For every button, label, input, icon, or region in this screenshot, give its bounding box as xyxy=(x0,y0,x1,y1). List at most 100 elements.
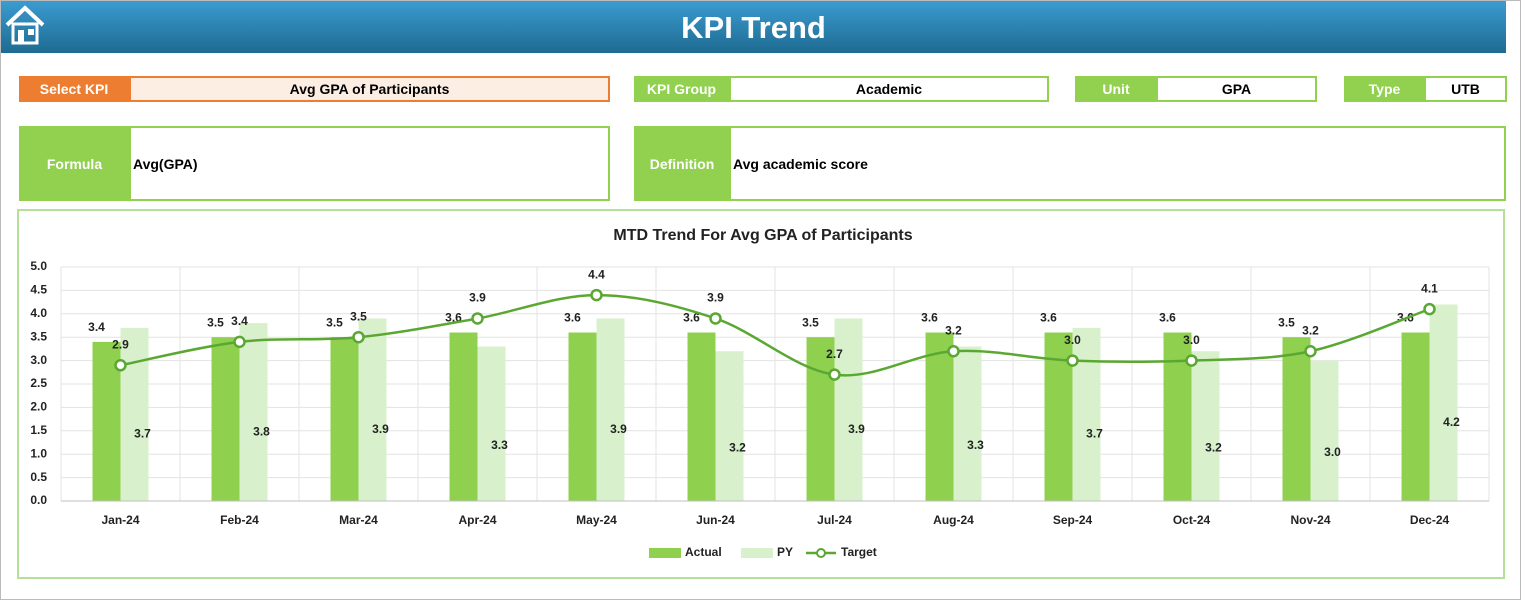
field-value: Avg(GPA) xyxy=(129,126,610,201)
data-label: 3.9 xyxy=(469,291,486,305)
data-label: 4.1 xyxy=(1421,281,1438,295)
x-tick-label: Apr-24 xyxy=(458,513,496,527)
line-marker xyxy=(709,312,722,325)
x-tick-label: Dec-24 xyxy=(1410,513,1450,527)
data-label: 3.6 xyxy=(1040,311,1057,325)
line-marker xyxy=(352,330,365,344)
field-value: UTB xyxy=(1424,76,1507,102)
x-tick-label: Sep-24 xyxy=(1053,513,1093,527)
kpi-select[interactable]: Avg GPA of Participants xyxy=(129,76,610,102)
y-tick-label: 2.0 xyxy=(30,400,47,414)
bar xyxy=(687,332,716,501)
line-marker xyxy=(1066,354,1079,367)
data-label: 3.6 xyxy=(683,311,700,325)
x-tick-label: Oct-24 xyxy=(1173,513,1211,527)
y-tick-label: 3.5 xyxy=(30,329,47,343)
bar xyxy=(806,337,835,501)
legend-label: Target xyxy=(841,545,877,559)
data-label: 3.3 xyxy=(491,438,508,452)
bar xyxy=(568,332,597,501)
y-tick-label: 4.5 xyxy=(30,283,47,297)
legend-label: Actual xyxy=(685,545,722,559)
bar xyxy=(1191,351,1220,501)
data-label: 3.9 xyxy=(848,422,865,436)
bar xyxy=(834,318,863,501)
data-label: 3.0 xyxy=(1064,333,1081,347)
bar xyxy=(715,351,744,501)
data-label: 3.4 xyxy=(231,314,248,328)
line-marker xyxy=(471,312,484,325)
data-label: 3.2 xyxy=(1205,440,1222,454)
field-value: GPA xyxy=(1156,76,1317,102)
line xyxy=(120,293,1430,377)
data-label: 3.5 xyxy=(207,315,224,329)
y-tick-label: 1.5 xyxy=(30,423,47,437)
x-tick-label: Feb-24 xyxy=(220,513,259,527)
data-label: 3.5 xyxy=(802,315,819,329)
bar xyxy=(1072,327,1101,501)
data-label: 3.7 xyxy=(134,427,151,441)
data-label: 3.9 xyxy=(372,422,389,436)
y-tick-label: 1.0 xyxy=(30,446,47,460)
data-label: 3.2 xyxy=(945,323,962,337)
data-label: 3.6 xyxy=(921,311,938,325)
x-tick-label: Jul-24 xyxy=(817,513,852,527)
data-label: 3.9 xyxy=(707,291,724,305)
field-label: Definition xyxy=(634,126,730,201)
field-label: Formula xyxy=(19,126,130,201)
data-label: 3.7 xyxy=(1086,427,1103,441)
line-marker xyxy=(828,368,841,381)
bar xyxy=(330,337,359,501)
x-tick-label: Nov-24 xyxy=(1290,513,1330,527)
legend-label: PY xyxy=(777,545,793,559)
y-tick-label: 2.5 xyxy=(30,376,47,390)
line-marker xyxy=(114,359,127,372)
header-title: KPI Trend xyxy=(1,1,1506,53)
chart-frame xyxy=(17,209,1505,579)
y-tick-label: 5.0 xyxy=(30,259,47,273)
data-label: 3.2 xyxy=(729,440,746,454)
data-label: 3.6 xyxy=(1159,311,1176,325)
field-label: Select KPI xyxy=(19,76,129,102)
field-label: KPI Group xyxy=(634,76,729,102)
bar xyxy=(925,332,954,501)
data-label: 3.3 xyxy=(967,438,984,452)
bar xyxy=(596,318,625,501)
x-tick-label: Mar-24 xyxy=(339,513,378,527)
x-tick-label: May-24 xyxy=(576,513,617,527)
bar xyxy=(239,323,268,501)
bar xyxy=(1401,332,1430,501)
data-label: 2.9 xyxy=(112,337,129,351)
bar xyxy=(358,318,387,501)
data-label: 3.5 xyxy=(326,315,343,329)
line-marker xyxy=(590,288,603,302)
home-icon[interactable] xyxy=(3,3,51,51)
legend-swatch xyxy=(649,548,681,558)
field-label: Unit xyxy=(1075,76,1157,102)
line-marker xyxy=(233,335,246,349)
bar xyxy=(211,337,240,501)
legend-swatch xyxy=(816,548,826,558)
data-label: 3.9 xyxy=(610,422,627,436)
data-label: 3.2 xyxy=(1302,323,1319,337)
data-label: 2.7 xyxy=(826,347,843,361)
bar xyxy=(120,327,149,501)
data-label: 3.4 xyxy=(88,320,105,334)
field-value: Academic xyxy=(729,76,1049,102)
data-label: 4.2 xyxy=(1443,415,1460,429)
y-tick-label: 0.5 xyxy=(30,470,47,484)
chart-title: MTD Trend For Avg GPA of Participants xyxy=(613,227,912,244)
x-tick-label: Jan-24 xyxy=(101,513,139,527)
data-label: 3.6 xyxy=(564,311,581,325)
y-tick-label: 3.0 xyxy=(30,353,47,367)
bar xyxy=(1282,337,1311,501)
data-label: 4.4 xyxy=(588,267,605,281)
line-marker xyxy=(1304,344,1317,358)
data-label: 3.0 xyxy=(1183,333,1200,347)
legend-swatch xyxy=(741,548,773,558)
bar xyxy=(1310,360,1339,501)
x-tick-label: Jun-24 xyxy=(696,513,735,527)
data-label: 3.5 xyxy=(1278,315,1295,329)
